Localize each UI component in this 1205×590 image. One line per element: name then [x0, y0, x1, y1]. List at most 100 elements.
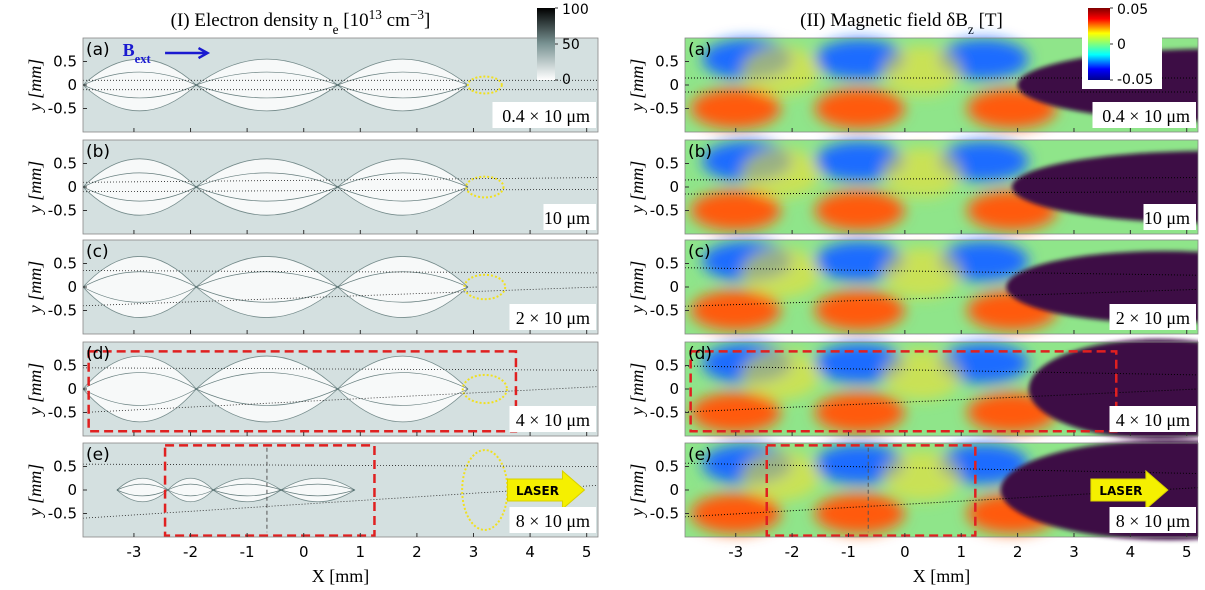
- weak-field: [881, 247, 962, 298]
- laser-arrow: [1090, 469, 1169, 511]
- y-axis-label: y [mm]: [25, 363, 45, 418]
- y-tick-label: 0.5: [53, 357, 77, 375]
- plasma-filament: [167, 483, 214, 497]
- region-box: [765, 444, 977, 537]
- y-tick-label: 0: [669, 481, 679, 499]
- y-tick-label: 0: [669, 380, 679, 398]
- y-tick-label: 0.5: [655, 53, 679, 71]
- chart-title-part: e: [333, 22, 339, 37]
- y-tick-label: -0.5: [650, 505, 679, 523]
- field-arrow: [165, 46, 211, 60]
- y-tick-label: 0: [67, 380, 77, 398]
- chart-title-part: 13: [369, 7, 383, 22]
- colorbar-tick-label: 0: [1117, 37, 1126, 53]
- y-tick-label: 0.5: [655, 357, 679, 375]
- y-axis-label: y [mm]: [627, 161, 647, 216]
- chart-title-part: n: [323, 10, 333, 31]
- panel-label: (b): [86, 142, 110, 162]
- thickness-box: [543, 204, 596, 230]
- y-tick-label: 0: [67, 481, 77, 499]
- x-tick-label: -2: [183, 543, 198, 561]
- colorbar: [1088, 8, 1110, 80]
- colorbar: [537, 8, 555, 80]
- y-tick-label: 0: [67, 76, 77, 94]
- weak-field: [881, 147, 962, 198]
- plasma-filament: [337, 71, 468, 99]
- plasma-filament: [196, 271, 338, 303]
- positive-field: [814, 392, 905, 433]
- weak-field: [881, 450, 962, 501]
- y-axis-label: y [mm]: [627, 464, 647, 519]
- positive-field: [690, 392, 781, 433]
- y-tick-label: 0: [669, 178, 679, 196]
- thickness-box: [492, 102, 596, 128]
- thickness-label: 2 × 10 μm: [516, 308, 590, 328]
- plasma-filament: [213, 483, 282, 497]
- thickness-box: [1109, 507, 1196, 533]
- thickness-label: 10 μm: [544, 208, 590, 228]
- chart-title-part: [T]: [974, 10, 1003, 31]
- field-label-part: B: [123, 40, 135, 60]
- y-tick-label: 0.5: [53, 155, 77, 173]
- y-tick-label: 0.5: [53, 53, 77, 71]
- x-tick-label: 5: [1182, 543, 1192, 561]
- thickness-label: 0.4 × 10 μm: [502, 106, 590, 126]
- positive-field: [690, 290, 781, 331]
- thickness-box: [1109, 304, 1196, 330]
- panel-label: (e): [86, 445, 110, 465]
- panel-label: (a): [688, 40, 712, 60]
- weak-field: [881, 349, 962, 400]
- y-tick-label: -0.5: [48, 100, 77, 118]
- field-label: Bext: [123, 40, 152, 66]
- field-structure: [690, 241, 1057, 331]
- plasma-filament: [83, 271, 197, 303]
- thickness-label: 8 × 10 μm: [516, 511, 590, 531]
- thickness-box: [509, 507, 596, 533]
- x-tick-label: -1: [240, 543, 255, 561]
- positive-field: [690, 88, 781, 129]
- y-axis-label: y [mm]: [25, 59, 45, 114]
- positive-field: [814, 88, 905, 129]
- x-tick-label: 2: [1013, 543, 1023, 561]
- chart-title-part: −3: [410, 7, 424, 22]
- plasma-filament: [337, 372, 468, 406]
- panel-label: (d): [86, 344, 110, 364]
- x-axis-label: X [mm]: [312, 566, 370, 586]
- chart-title-part: ]: [424, 10, 430, 31]
- x-tick-label: -3: [126, 543, 141, 561]
- y-tick-label: 0.5: [655, 155, 679, 173]
- y-tick-label: 0.5: [53, 255, 77, 273]
- y-tick-label: -0.5: [48, 505, 77, 523]
- colorbar-tick-label: 0: [562, 72, 571, 88]
- x-tick-label: -1: [841, 543, 856, 561]
- y-tick-label: 0: [669, 76, 679, 94]
- y-axis-label: y [mm]: [25, 464, 45, 519]
- y-axis-label: y [mm]: [25, 161, 45, 216]
- y-tick-label: 0.5: [53, 458, 77, 476]
- y-tick-label: -0.5: [650, 302, 679, 320]
- weak-field: [881, 45, 962, 96]
- density-structure: [83, 256, 469, 318]
- thickness-label: 4 × 10 μm: [1116, 410, 1190, 430]
- colorbar-tick-label: 50: [562, 37, 580, 53]
- weak-field: [740, 349, 821, 400]
- thickness-box: [509, 406, 596, 432]
- y-tick-label: 0: [67, 178, 77, 196]
- y-tick-label: 0.5: [655, 255, 679, 273]
- y-tick-label: 0: [67, 278, 77, 296]
- beam-trajectory: [83, 79, 598, 91]
- plasma-filament: [116, 483, 169, 497]
- y-tick-label: 0.5: [655, 458, 679, 476]
- y-axis-label: y [mm]: [627, 363, 647, 418]
- plasma-filament: [196, 372, 338, 406]
- beam-trajectory: [83, 177, 598, 193]
- plasma-filament: [280, 483, 355, 497]
- positive-field: [814, 290, 905, 331]
- laser-spot: [461, 373, 508, 405]
- x-tick-label: 2: [412, 543, 422, 561]
- region-box: [87, 350, 518, 433]
- laser-label: LASER: [516, 484, 559, 498]
- y-tick-label: 0: [669, 278, 679, 296]
- plasma-filament: [337, 172, 468, 202]
